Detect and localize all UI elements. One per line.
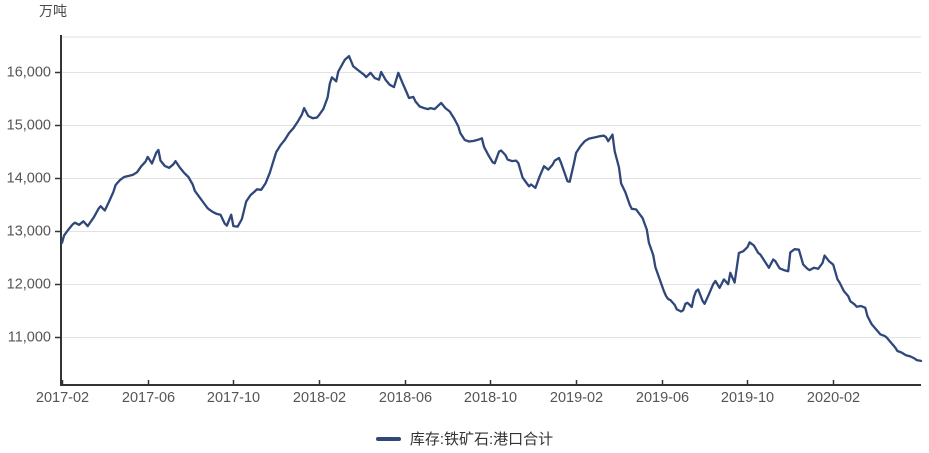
x-axis-label: 2018-06 — [379, 390, 432, 406]
y-axis-label: 12,000 — [7, 277, 51, 293]
legend-series-label: 库存:铁矿石:港口合计 — [409, 431, 554, 448]
series-line — [60, 54, 923, 363]
x-axis-label: 2017-10 — [207, 390, 260, 406]
legend[interactable]: 库存:铁矿石:港口合计 — [0, 428, 929, 449]
x-axis-label: 2018-10 — [464, 390, 517, 406]
x-axis-label: 2020-02 — [807, 390, 860, 406]
legend-line-marker — [375, 436, 401, 441]
y-axis-label: 13,000 — [7, 224, 51, 240]
x-axis-label: 2019-10 — [721, 390, 774, 406]
x-axis-label: 2017-02 — [36, 390, 89, 406]
x-axis-label: 2019-06 — [636, 390, 689, 406]
x-axis-label: 2018-02 — [293, 390, 346, 406]
y-axis-label: 15,000 — [7, 118, 51, 134]
y-axis-label: 14,000 — [7, 171, 51, 187]
y-axis-unit-label: 万吨 — [39, 3, 67, 19]
x-axis-label: 2019-02 — [550, 390, 603, 406]
y-axis-label: 11,000 — [8, 330, 51, 346]
y-axis-label: 16,000 — [7, 65, 51, 81]
x-axis-label: 2017-06 — [122, 390, 175, 406]
